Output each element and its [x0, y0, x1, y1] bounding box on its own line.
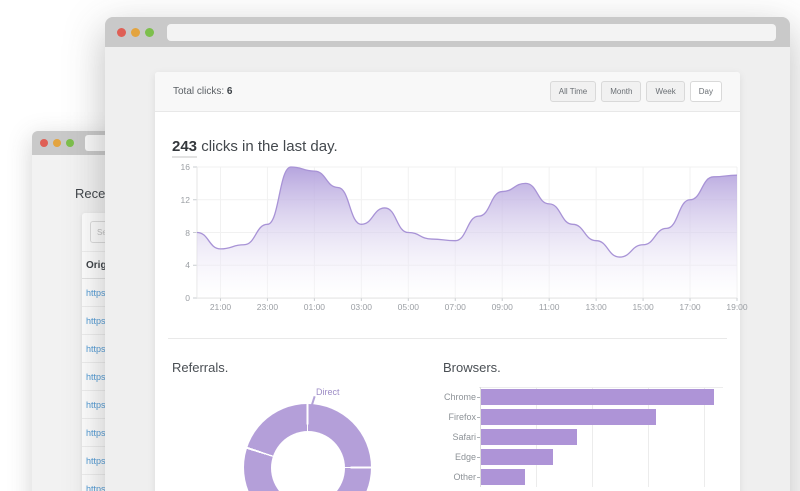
axis-tick: [477, 476, 480, 478]
donut-hole: [270, 430, 345, 491]
y-axis-tick-label: 16: [180, 162, 190, 172]
link-url[interactable]: https://: [86, 287, 114, 298]
clicks-headline: 243 clicks in the last day.: [172, 112, 723, 158]
time-filter-group: All Time Month Week Day: [549, 81, 722, 102]
front-window-titlebar: [105, 17, 790, 47]
total-clicks: Total clicks: 6: [173, 86, 232, 97]
maximize-window-icon[interactable]: [66, 139, 74, 147]
browsers-section: Browsers. Chrome Firefox: [443, 360, 723, 491]
close-window-icon[interactable]: [40, 139, 48, 147]
bar-label-other: Other: [453, 472, 476, 482]
x-axis-tick-label: 03:00: [350, 302, 372, 312]
bar-row-edge: Edge: [443, 447, 723, 467]
y-axis-tick-label: 4: [185, 260, 190, 271]
bar-track: [480, 467, 723, 487]
x-axis-tick-label: 17:00: [679, 302, 701, 312]
filter-all-time-button[interactable]: All Time: [549, 81, 597, 102]
axis-tick: [477, 416, 480, 418]
bottom-charts-row: Referrals. Direct Browsers.: [172, 360, 723, 491]
referrals-donut-chart: Direct: [244, 387, 371, 491]
bar-track: [480, 427, 723, 447]
axis-tick: [477, 436, 480, 438]
area-plot-row: 0 4 8 12 16: [172, 162, 738, 303]
link-url[interactable]: https://: [86, 343, 114, 354]
x-axis-tick-label: 13:00: [585, 302, 607, 312]
total-clicks-label: Total clicks:: [173, 86, 225, 97]
link-url[interactable]: https://: [86, 483, 114, 491]
link-url[interactable]: https://: [86, 427, 114, 438]
bar-track: [480, 387, 723, 407]
filter-month-button[interactable]: Month: [601, 81, 642, 102]
browsers-title: Browsers.: [443, 360, 501, 375]
x-axis-tick-label: 11:00: [538, 302, 560, 312]
bar-track: [480, 407, 723, 427]
link-url[interactable]: https://: [86, 315, 114, 326]
bar-row-other: Other: [443, 467, 723, 487]
front-address-bar[interactable]: [167, 23, 776, 41]
bar-label-firefox: Firefox: [448, 412, 476, 422]
bar-row-firefox: Firefox: [443, 407, 723, 427]
analytics-card-header: Total clicks: 6 All Time Month Week Day: [155, 72, 740, 112]
x-axis-tick-label: 19:00: [726, 302, 748, 312]
section-divider: [168, 338, 727, 339]
minimize-window-icon[interactable]: [53, 139, 61, 147]
link-url[interactable]: https://: [86, 399, 114, 410]
axis-tick: [477, 456, 480, 458]
x-axis-tick-label: 21:00: [209, 302, 232, 312]
donut-slice-label: Direct: [316, 387, 340, 397]
bar-fill-edge: [481, 449, 554, 465]
referrals-title: Referrals.: [172, 360, 229, 375]
x-axis-labels: 21:00 23:00 01:00 03:00 05:00 07:00 09:00 11:00…: [197, 298, 748, 312]
donut-ring: [244, 404, 371, 491]
clicks-area-chart: 0 4 8 12 16 21:00 23:00 01:00 03:00 05:00 07:00 09…: [172, 162, 748, 312]
bar-fill-chrome: [481, 389, 714, 405]
x-axis-tick-label: 01:00: [303, 302, 326, 312]
x-axis-tick-label: 09:00: [491, 302, 513, 312]
front-browser-window[interactable]: Total clicks: 6 All Time Month Week Day …: [105, 17, 790, 491]
bar-row-safari: Safari: [443, 427, 723, 447]
y-axis-tick-label: 8: [185, 227, 190, 238]
link-url[interactable]: https://: [86, 455, 114, 466]
bar-row-chrome: Chrome: [443, 387, 723, 407]
referrals-section: Referrals. Direct: [172, 360, 443, 491]
area-line: [196, 166, 738, 258]
x-axis-tick-label: 07:00: [444, 302, 466, 312]
x-axis-tick-label: 15:00: [632, 302, 654, 312]
bar-track: [480, 447, 723, 467]
minimize-window-icon[interactable]: [131, 27, 140, 37]
bar-label-chrome: Chrome: [443, 392, 476, 402]
bar-label-edge: Edge: [454, 452, 476, 462]
close-window-icon[interactable]: [117, 27, 126, 37]
area-fill: [197, 167, 737, 298]
bar-fill-other: [481, 469, 526, 485]
bar-label-safari: Safari: [452, 432, 476, 442]
clicks-count: 243: [172, 138, 198, 158]
clicks-headline-text: clicks in the last day.: [197, 138, 338, 155]
y-axis-labels: 0 4 8 12 16: [172, 162, 197, 303]
table-row: https://: [82, 475, 482, 491]
filter-week-button[interactable]: Week: [646, 81, 685, 102]
axis-tick: [477, 396, 480, 398]
y-axis-tick-label: 12: [180, 194, 190, 205]
browsers-bar-chart: Chrome Firefox Safari: [443, 387, 723, 487]
maximize-window-icon[interactable]: [145, 27, 154, 37]
x-axis-tick-label: 05:00: [397, 302, 419, 312]
total-clicks-value: 6: [226, 86, 233, 97]
analytics-card: Total clicks: 6 All Time Month Week Day …: [155, 72, 748, 491]
filter-day-button[interactable]: Day: [689, 81, 722, 102]
analytics-card-body: 243 clicks in the last day. 0 4 8 12 16 21:0…: [155, 112, 748, 491]
link-url[interactable]: https://: [86, 371, 114, 382]
x-axis-tick-label: 23:00: [256, 302, 279, 312]
bar-fill-safari: [481, 429, 577, 445]
area-chart-canvas: [193, 166, 738, 301]
bar-fill-firefox: [481, 409, 656, 425]
y-axis-tick-label: 0: [185, 293, 190, 303]
